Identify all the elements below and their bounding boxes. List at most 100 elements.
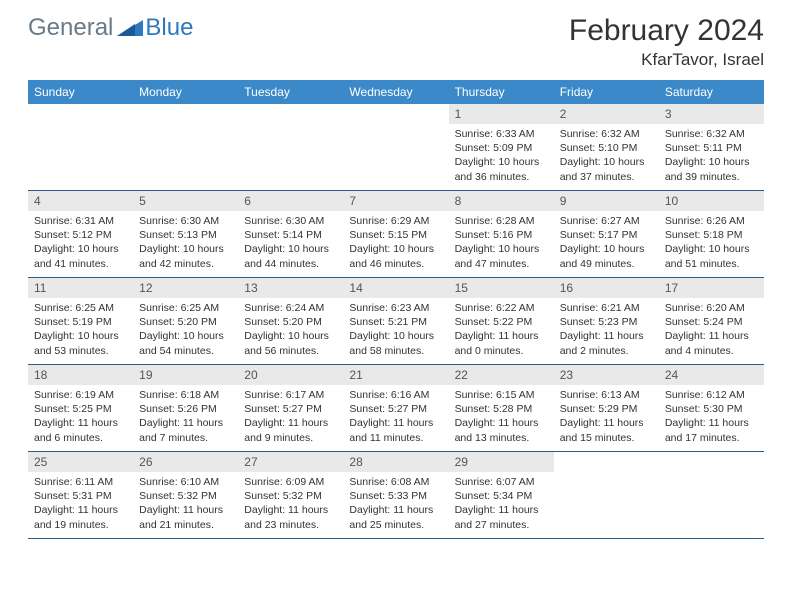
day-number (659, 452, 764, 458)
day-details: Sunrise: 6:23 AMSunset: 5:21 PMDaylight:… (343, 298, 448, 362)
day-details: Sunrise: 6:20 AMSunset: 5:24 PMDaylight:… (659, 298, 764, 362)
weekday-label: Tuesday (238, 80, 343, 104)
day-cell: 11Sunrise: 6:25 AMSunset: 5:19 PMDayligh… (28, 278, 133, 364)
day-number: 22 (449, 365, 554, 385)
daylight-text: Daylight: 11 hours and 15 minutes. (560, 416, 653, 444)
sunrise-text: Sunrise: 6:22 AM (455, 301, 548, 315)
day-cell: 19Sunrise: 6:18 AMSunset: 5:26 PMDayligh… (133, 365, 238, 451)
daylight-text: Daylight: 10 hours and 46 minutes. (349, 242, 442, 270)
day-details: Sunrise: 6:07 AMSunset: 5:34 PMDaylight:… (449, 472, 554, 536)
daylight-text: Daylight: 10 hours and 56 minutes. (244, 329, 337, 357)
day-number: 27 (238, 452, 343, 472)
page-header: General Blue February 2024 KfarTavor, Is… (0, 0, 792, 76)
daylight-text: Daylight: 10 hours and 44 minutes. (244, 242, 337, 270)
daylight-text: Daylight: 10 hours and 58 minutes. (349, 329, 442, 357)
weekday-label: Thursday (449, 80, 554, 104)
day-number (133, 104, 238, 110)
day-number: 2 (554, 104, 659, 124)
day-details: Sunrise: 6:25 AMSunset: 5:19 PMDaylight:… (28, 298, 133, 362)
sunrise-text: Sunrise: 6:21 AM (560, 301, 653, 315)
day-details: Sunrise: 6:16 AMSunset: 5:27 PMDaylight:… (343, 385, 448, 449)
day-cell (554, 452, 659, 538)
sunrise-text: Sunrise: 6:09 AM (244, 475, 337, 489)
day-number: 11 (28, 278, 133, 298)
sunrise-text: Sunrise: 6:18 AM (139, 388, 232, 402)
day-cell: 8Sunrise: 6:28 AMSunset: 5:16 PMDaylight… (449, 191, 554, 277)
day-cell: 16Sunrise: 6:21 AMSunset: 5:23 PMDayligh… (554, 278, 659, 364)
weekday-label: Sunday (28, 80, 133, 104)
sunset-text: Sunset: 5:20 PM (244, 315, 337, 329)
sunrise-text: Sunrise: 6:07 AM (455, 475, 548, 489)
weekday-label: Monday (133, 80, 238, 104)
day-number: 17 (659, 278, 764, 298)
sunset-text: Sunset: 5:30 PM (665, 402, 758, 416)
day-number: 7 (343, 191, 448, 211)
day-number: 5 (133, 191, 238, 211)
logo-triangle-icon (117, 16, 143, 41)
weekday-header-row: Sunday Monday Tuesday Wednesday Thursday… (28, 80, 764, 104)
daylight-text: Daylight: 11 hours and 25 minutes. (349, 503, 442, 531)
day-cell: 7Sunrise: 6:29 AMSunset: 5:15 PMDaylight… (343, 191, 448, 277)
sunrise-text: Sunrise: 6:30 AM (139, 214, 232, 228)
sunrise-text: Sunrise: 6:13 AM (560, 388, 653, 402)
day-cell: 20Sunrise: 6:17 AMSunset: 5:27 PMDayligh… (238, 365, 343, 451)
day-details: Sunrise: 6:30 AMSunset: 5:13 PMDaylight:… (133, 211, 238, 275)
sunrise-text: Sunrise: 6:23 AM (349, 301, 442, 315)
day-details: Sunrise: 6:19 AMSunset: 5:25 PMDaylight:… (28, 385, 133, 449)
weekday-label: Saturday (659, 80, 764, 104)
sunset-text: Sunset: 5:22 PM (455, 315, 548, 329)
sunset-text: Sunset: 5:27 PM (349, 402, 442, 416)
calendar: Sunday Monday Tuesday Wednesday Thursday… (28, 80, 764, 539)
day-details: Sunrise: 6:25 AMSunset: 5:20 PMDaylight:… (133, 298, 238, 362)
sunset-text: Sunset: 5:14 PM (244, 228, 337, 242)
week-row: 11Sunrise: 6:25 AMSunset: 5:19 PMDayligh… (28, 278, 764, 365)
sunrise-text: Sunrise: 6:32 AM (560, 127, 653, 141)
day-number: 23 (554, 365, 659, 385)
sunset-text: Sunset: 5:17 PM (560, 228, 653, 242)
sunrise-text: Sunrise: 6:20 AM (665, 301, 758, 315)
month-title: February 2024 (569, 14, 764, 48)
day-details: Sunrise: 6:18 AMSunset: 5:26 PMDaylight:… (133, 385, 238, 449)
day-number (554, 452, 659, 458)
day-cell (238, 104, 343, 190)
day-details: Sunrise: 6:11 AMSunset: 5:31 PMDaylight:… (28, 472, 133, 536)
day-cell: 14Sunrise: 6:23 AMSunset: 5:21 PMDayligh… (343, 278, 448, 364)
sunset-text: Sunset: 5:13 PM (139, 228, 232, 242)
day-details: Sunrise: 6:12 AMSunset: 5:30 PMDaylight:… (659, 385, 764, 449)
sunset-text: Sunset: 5:28 PM (455, 402, 548, 416)
day-cell: 10Sunrise: 6:26 AMSunset: 5:18 PMDayligh… (659, 191, 764, 277)
day-details: Sunrise: 6:27 AMSunset: 5:17 PMDaylight:… (554, 211, 659, 275)
sunset-text: Sunset: 5:33 PM (349, 489, 442, 503)
day-cell: 27Sunrise: 6:09 AMSunset: 5:32 PMDayligh… (238, 452, 343, 538)
sunrise-text: Sunrise: 6:12 AM (665, 388, 758, 402)
day-details: Sunrise: 6:13 AMSunset: 5:29 PMDaylight:… (554, 385, 659, 449)
daylight-text: Daylight: 10 hours and 53 minutes. (34, 329, 127, 357)
sunset-text: Sunset: 5:20 PM (139, 315, 232, 329)
day-cell (659, 452, 764, 538)
day-details: Sunrise: 6:32 AMSunset: 5:10 PMDaylight:… (554, 124, 659, 188)
sunrise-text: Sunrise: 6:16 AM (349, 388, 442, 402)
day-details: Sunrise: 6:29 AMSunset: 5:15 PMDaylight:… (343, 211, 448, 275)
daylight-text: Daylight: 10 hours and 47 minutes. (455, 242, 548, 270)
day-cell: 5Sunrise: 6:30 AMSunset: 5:13 PMDaylight… (133, 191, 238, 277)
sunset-text: Sunset: 5:34 PM (455, 489, 548, 503)
sunset-text: Sunset: 5:26 PM (139, 402, 232, 416)
day-number: 20 (238, 365, 343, 385)
logo-text-blue: Blue (145, 14, 193, 42)
day-number: 18 (28, 365, 133, 385)
daylight-text: Daylight: 10 hours and 54 minutes. (139, 329, 232, 357)
sunset-text: Sunset: 5:32 PM (139, 489, 232, 503)
daylight-text: Daylight: 10 hours and 39 minutes. (665, 155, 758, 183)
sunset-text: Sunset: 5:15 PM (349, 228, 442, 242)
sunset-text: Sunset: 5:32 PM (244, 489, 337, 503)
day-cell: 15Sunrise: 6:22 AMSunset: 5:22 PMDayligh… (449, 278, 554, 364)
day-cell: 24Sunrise: 6:12 AMSunset: 5:30 PMDayligh… (659, 365, 764, 451)
day-details: Sunrise: 6:30 AMSunset: 5:14 PMDaylight:… (238, 211, 343, 275)
day-details: Sunrise: 6:17 AMSunset: 5:27 PMDaylight:… (238, 385, 343, 449)
day-number: 19 (133, 365, 238, 385)
day-number: 8 (449, 191, 554, 211)
day-details: Sunrise: 6:10 AMSunset: 5:32 PMDaylight:… (133, 472, 238, 536)
daylight-text: Daylight: 10 hours and 41 minutes. (34, 242, 127, 270)
sunrise-text: Sunrise: 6:25 AM (34, 301, 127, 315)
day-number (28, 104, 133, 110)
